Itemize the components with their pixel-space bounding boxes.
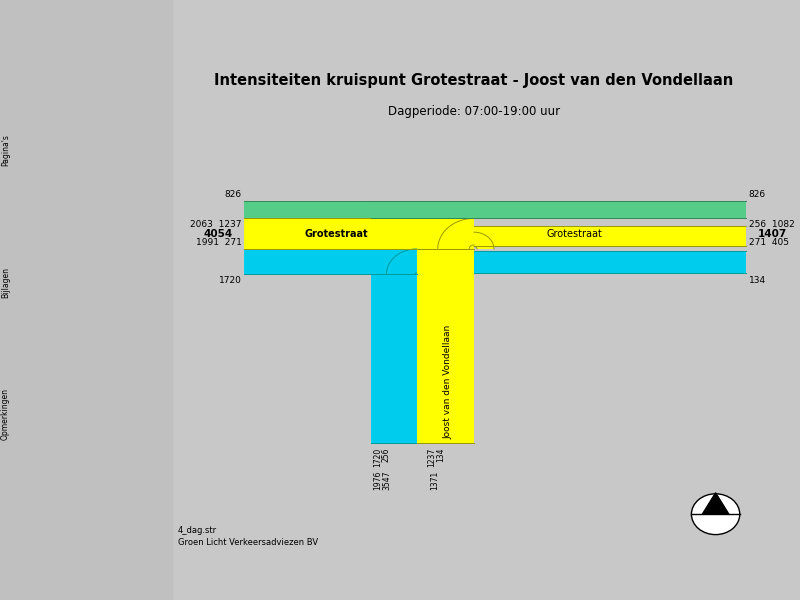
Polygon shape bbox=[245, 218, 474, 249]
Polygon shape bbox=[371, 249, 417, 274]
Text: 826: 826 bbox=[224, 190, 242, 199]
Text: 271  405: 271 405 bbox=[749, 238, 789, 247]
Text: Dagperiode: 07:00-19:00 uur: Dagperiode: 07:00-19:00 uur bbox=[388, 105, 560, 118]
Text: 826: 826 bbox=[749, 190, 766, 199]
Text: Grotestraat: Grotestraat bbox=[305, 229, 369, 239]
Text: 2063  1237: 2063 1237 bbox=[190, 220, 242, 229]
Text: 1371: 1371 bbox=[430, 471, 439, 490]
Polygon shape bbox=[438, 218, 474, 249]
Text: Intensiteiten kruispunt Grotestraat - Joost van den Vondellaan: Intensiteiten kruispunt Grotestraat - Jo… bbox=[214, 73, 734, 88]
Polygon shape bbox=[417, 249, 474, 443]
Text: 3547: 3547 bbox=[382, 471, 391, 490]
Polygon shape bbox=[245, 249, 371, 274]
Polygon shape bbox=[474, 251, 746, 273]
Text: 256  1082: 256 1082 bbox=[749, 220, 794, 229]
Text: 1720: 1720 bbox=[218, 276, 242, 285]
Text: Grotestraat: Grotestraat bbox=[546, 229, 602, 239]
Text: 1991  271: 1991 271 bbox=[195, 238, 242, 247]
Text: 4054: 4054 bbox=[203, 229, 233, 239]
Text: Pagina's: Pagina's bbox=[1, 134, 10, 166]
Polygon shape bbox=[474, 226, 746, 247]
Polygon shape bbox=[371, 274, 417, 443]
Text: 1720: 1720 bbox=[373, 448, 382, 467]
Text: Joost van den Vondellaan: Joost van den Vondellaan bbox=[444, 325, 453, 439]
Text: 1407: 1407 bbox=[758, 229, 787, 239]
Text: 4_dag.str: 4_dag.str bbox=[178, 526, 217, 535]
Polygon shape bbox=[702, 493, 729, 514]
Polygon shape bbox=[371, 200, 746, 218]
Text: 1237: 1237 bbox=[427, 448, 436, 467]
Polygon shape bbox=[245, 200, 746, 218]
Circle shape bbox=[691, 494, 740, 535]
Text: 1976: 1976 bbox=[373, 471, 382, 490]
Polygon shape bbox=[386, 249, 417, 274]
Text: 134: 134 bbox=[436, 448, 446, 463]
Text: 256: 256 bbox=[382, 448, 391, 463]
Text: Opmerkingen: Opmerkingen bbox=[1, 388, 10, 440]
Text: Bijlagen: Bijlagen bbox=[1, 266, 10, 298]
Polygon shape bbox=[474, 232, 494, 249]
Text: 134: 134 bbox=[749, 276, 766, 285]
Text: Groen Licht Verkeersadviezen BV: Groen Licht Verkeersadviezen BV bbox=[178, 538, 318, 547]
